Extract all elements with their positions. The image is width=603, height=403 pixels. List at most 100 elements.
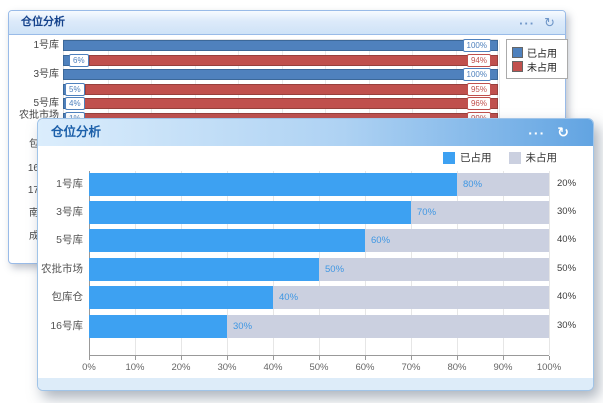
legend-label: 已占用 [460,152,492,164]
axis-tick [227,356,228,360]
axis-tick [411,356,412,360]
x-tick-label: 40% [263,362,283,373]
axis-tick [89,356,90,360]
category-label: 1号库 [33,39,59,51]
occupied-value-label: 40% [279,292,299,303]
x-tick-label: 100% [536,362,562,373]
more-options-icon[interactable]: ··· [519,15,536,31]
free-bar[interactable] [85,83,498,95]
legend-item[interactable]: 未占用 [508,150,558,165]
legend-swatch [512,60,523,72]
occupied-bar[interactable] [89,286,273,309]
legend-label: 未占用 [525,152,558,164]
axis-tick [319,356,320,360]
axis-tick [503,356,504,360]
occupied-value-box: 100% [462,39,491,52]
front-panel-footer [38,378,593,390]
occupied-bar[interactable] [89,315,227,338]
x-tick-label: 90% [493,362,513,373]
free-value-label: 40% [557,234,577,245]
x-tick-label: 20% [171,362,191,373]
occupied-value-box: 6% [69,53,89,67]
x-tick-label: 30% [217,362,237,373]
legend-label: 已占用 [527,48,557,60]
free-value-box: 94% [466,53,491,67]
legend-item[interactable]: 已占用 [443,150,492,165]
x-tick-label: 60% [355,362,375,373]
gridline [549,171,550,355]
occupied-value-box: 4% [65,97,85,110]
free-value-box: 96% [466,97,491,110]
legend-swatch [512,46,523,58]
occupied-bar[interactable] [89,201,411,224]
category-label: 3号库 [56,206,83,218]
occupied-value-label: 60% [371,235,391,246]
x-tick-label: 10% [125,362,145,373]
occupied-value-label: 80% [463,179,483,190]
front-panel-title: 仓位分析 [51,125,102,139]
free-value-label: 30% [557,320,577,331]
legend-label: 未占用 [527,62,557,74]
more-options-icon[interactable]: ··· [528,124,546,141]
bar-row[interactable] [89,229,549,252]
legend-swatch [443,151,455,164]
occupied-bar[interactable] [89,173,457,196]
back-panel-title: 仓位分析 [21,16,65,28]
category-label: 3号库 [33,68,59,80]
category-label: 5号库 [56,234,83,246]
occupied-value-box: 100% [462,68,491,81]
free-value-label: 30% [557,206,577,217]
refresh-icon[interactable]: ↻ [544,15,555,30]
free-bar[interactable] [80,98,498,109]
axis-tick [273,356,274,360]
category-label: 农批市场 [19,110,59,121]
bar-row[interactable] [89,201,549,224]
axis-tick [135,356,136,360]
x-tick-label: 80% [447,362,467,373]
free-value-box: 95% [466,82,491,96]
occupied-value-box: 5% [65,82,85,96]
occupied-value-label: 50% [325,264,345,275]
bar-row[interactable] [63,40,498,51]
occupied-bar[interactable] [63,40,498,51]
front-chart-legend: 已占用 未占用 [443,150,557,165]
occupied-bar[interactable] [89,229,365,252]
axis-tick [457,356,458,360]
bar-row[interactable] [89,286,549,309]
front-panel: 仓位分析 ··· ↻ 已占用 未占用 80% 20% 70% 30% 60% 40% 50% 5… [37,118,594,391]
occupied-value-label: 30% [233,321,253,332]
occupied-bar[interactable] [89,258,319,281]
bar-row[interactable] [89,173,549,196]
bar-row[interactable] [89,315,549,338]
free-value-label: 50% [557,263,577,274]
axis-tick [181,356,182,360]
x-tick-label: 0% [82,362,96,373]
bar-row[interactable] [89,258,549,281]
category-label: 1号库 [56,178,83,190]
axis-tick [365,356,366,360]
free-value-label: 40% [557,291,577,302]
refresh-icon[interactable]: ↻ [557,124,569,140]
legend-item: 已占用 [512,45,562,60]
x-tick-label: 70% [401,362,421,373]
category-label: 包库仓 [51,291,84,303]
legend-swatch [508,151,521,164]
bar-row[interactable] [63,69,498,80]
free-bar[interactable] [89,54,498,66]
category-label: 16号库 [50,320,83,332]
back-panel-header: 仓位分析 ··· ↻ [9,11,565,35]
category-label: 农批市场 [41,263,83,275]
bar-row[interactable] [63,83,498,95]
occupied-bar[interactable] [63,69,498,80]
axis-tick [549,356,550,360]
bar-row[interactable] [63,54,498,66]
legend-item: 未占用 [512,59,562,74]
bar-row[interactable] [63,98,498,109]
x-tick-label: 50% [309,362,329,373]
occupied-value-label: 70% [417,207,437,218]
free-value-label: 20% [557,178,577,189]
back-chart-legend: 已占用 未占用 [506,39,568,79]
category-label: 5号库 [33,97,59,109]
front-panel-header: 仓位分析 ··· ↻ [38,119,593,146]
